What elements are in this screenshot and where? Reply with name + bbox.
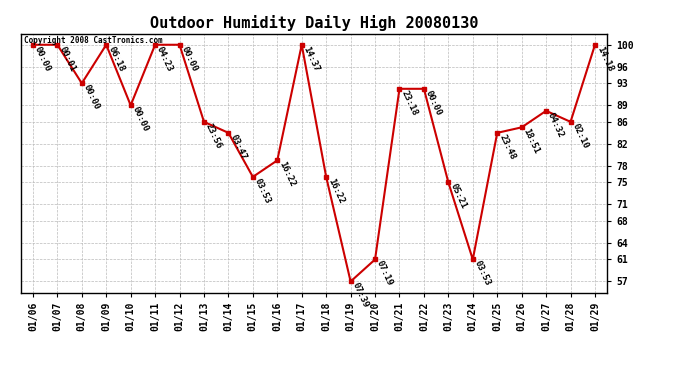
Text: 06:18: 06:18 [106,45,126,73]
Text: 00:00: 00:00 [33,45,52,73]
Text: Copyright 2008 CastTronics.com: Copyright 2008 CastTronics.com [23,36,162,45]
Text: 16:22: 16:22 [326,177,346,205]
Text: 14:18: 14:18 [595,45,615,73]
Text: 07:19: 07:19 [375,260,395,288]
Text: 23:18: 23:18 [400,89,419,117]
Title: Outdoor Humidity Daily High 20080130: Outdoor Humidity Daily High 20080130 [150,15,478,31]
Text: 02:10: 02:10 [571,122,590,150]
Text: 05:21: 05:21 [448,182,468,210]
Text: 00:00: 00:00 [424,89,444,117]
Text: 04:23: 04:23 [155,45,175,73]
Text: 03:53: 03:53 [253,177,273,205]
Text: 00:01: 00:01 [57,45,77,73]
Text: 04:32: 04:32 [546,111,566,139]
Text: 03:53: 03:53 [473,260,492,288]
Text: 14:37: 14:37 [302,45,322,73]
Text: 18:51: 18:51 [522,128,541,156]
Text: 16:22: 16:22 [277,160,297,189]
Text: 23:48: 23:48 [497,133,517,161]
Text: 00:00: 00:00 [130,105,150,134]
Text: 00:00: 00:00 [82,83,101,111]
Text: 00:00: 00:00 [179,45,199,73]
Text: 03:47: 03:47 [228,133,248,161]
Text: 07:39: 07:39 [351,282,370,310]
Text: 23:56: 23:56 [204,122,224,150]
